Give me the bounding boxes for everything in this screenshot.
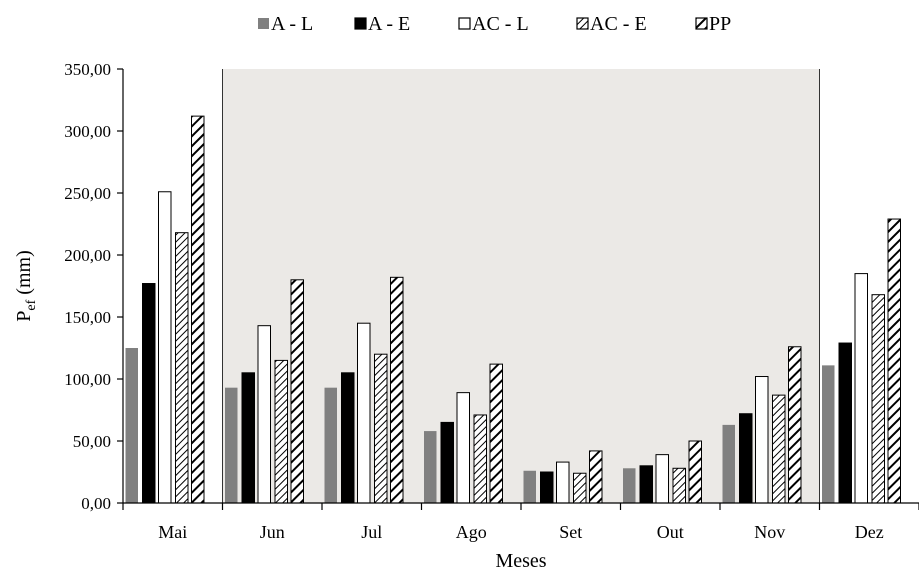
x-tick-label-mai: Mai — [158, 522, 187, 542]
legend: A - L A - E AC - L AC - E PP — [258, 13, 731, 35]
bar-ac-l-dez — [854, 273, 868, 504]
bar-a-e-set — [540, 471, 554, 504]
bar-ac-l-out — [655, 454, 669, 504]
bar-pp-ago — [489, 363, 503, 504]
bar-ac-l-jul — [357, 322, 371, 504]
x-tick-label-jul: Jul — [361, 522, 382, 542]
bar-ac-e-set — [573, 472, 587, 504]
y-axis-title: Pef (mm) — [13, 250, 39, 321]
bar-pp-dez — [887, 218, 901, 504]
bar-a-l-mai — [125, 348, 138, 503]
bar-a-e-jul — [341, 372, 355, 504]
bar-a-l-ago — [424, 431, 437, 503]
legend-swatch-a-e — [354, 17, 367, 30]
bar-pp-jun — [290, 279, 304, 504]
y-tick-label: 150,00 — [64, 308, 111, 327]
bar-ac-e-jun — [274, 359, 288, 504]
y-tick-label: 0,00 — [81, 494, 111, 513]
bar-a-e-out — [639, 465, 653, 504]
bar-pp-jul — [390, 276, 404, 504]
y-tick-label: 250,00 — [64, 184, 111, 203]
legend-label-a-l: A - L — [271, 13, 313, 35]
x-tick-label-out: Out — [657, 522, 684, 542]
y-tick-label: 300,00 — [64, 122, 111, 141]
y-tick-label: 200,00 — [64, 246, 111, 265]
bar-a-e-nov — [739, 413, 753, 504]
legend-swatch-a-l — [258, 18, 269, 29]
y-ticks: 0,00 50,00 100,00 150,00 200,00 250,00 300,00 3… — [64, 60, 123, 513]
x-tick-label-dez: Dez — [855, 522, 884, 542]
x-tick-label-nov: Nov — [754, 522, 785, 542]
bar-pp-set — [589, 450, 603, 504]
bar-a-e-mai — [142, 283, 156, 504]
bar-ac-l-jun — [257, 325, 271, 504]
bar-pp-nov — [788, 346, 802, 504]
bars — [125, 115, 901, 504]
bar-a-e-dez — [838, 342, 852, 504]
bar-a-l-out — [623, 468, 636, 503]
bar-ac-e-jul — [374, 353, 388, 504]
bar-ac-e-out — [672, 467, 686, 504]
bar-ac-e-nov — [772, 394, 786, 504]
x-tick-label-jun: Jun — [260, 522, 285, 542]
bar-a-l-set — [523, 470, 536, 503]
bar-a-e-ago — [440, 421, 454, 504]
bar-ac-e-ago — [473, 414, 487, 504]
bar-ac-e-mai — [175, 232, 189, 504]
legend-label-ac-l: AC - L — [472, 13, 529, 35]
y-axis-title-unit: (mm) — [13, 250, 35, 299]
x-tick-label-set: Set — [559, 522, 582, 542]
y-axis-title-subscript: ef — [24, 299, 39, 310]
x-ticks: Mai Jun Jul Ago Set Out Nov Dez — [122, 503, 919, 542]
bar-a-l-dez — [822, 365, 835, 503]
x-axis-title: Meses — [495, 550, 546, 572]
bar-ac-e-dez — [871, 294, 885, 504]
bar-a-l-jul — [324, 387, 337, 503]
legend-swatch-ac-l — [458, 17, 471, 30]
bar-ac-l-nov — [755, 376, 769, 504]
bar-a-l-nov — [722, 424, 735, 503]
legend-label-ac-e: AC - E — [590, 13, 647, 35]
legend-swatch-pp — [695, 17, 708, 30]
y-tick-label: 100,00 — [64, 370, 111, 389]
bar-ac-l-set — [556, 461, 570, 504]
bar-a-l-jun — [225, 387, 238, 503]
bar-pp-mai — [191, 115, 205, 504]
bar-pp-out — [688, 440, 702, 504]
y-axis-title-main: P — [13, 311, 35, 322]
x-tick-label-ago: Ago — [456, 522, 487, 542]
bar-ac-l-ago — [456, 392, 470, 504]
bar-a-e-jun — [241, 372, 255, 504]
legend-swatch-ac-e — [576, 17, 589, 30]
bar-ac-l-mai — [158, 191, 172, 504]
y-tick-label: 50,00 — [73, 432, 111, 451]
legend-label-pp: PP — [709, 13, 731, 35]
y-tick-label: 350,00 — [64, 60, 111, 79]
legend-label-a-e: A - E — [368, 13, 410, 35]
dry-season-shaded-region — [222, 69, 820, 503]
